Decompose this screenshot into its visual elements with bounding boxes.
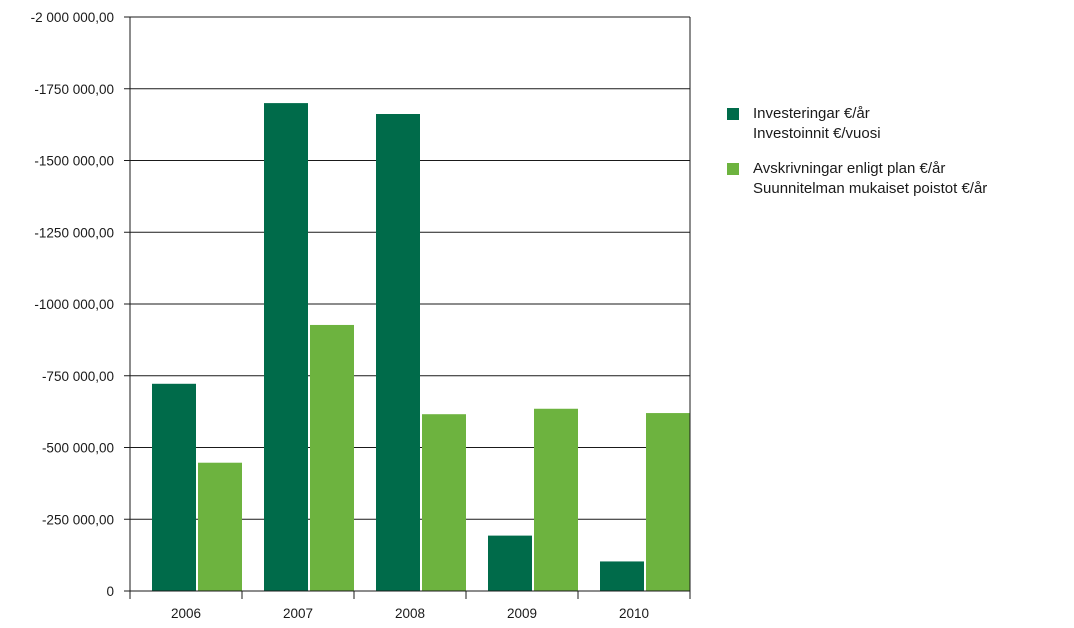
- y-tick-label: -250 000,00: [42, 512, 114, 527]
- bar-investments-2010: [600, 561, 644, 591]
- y-tick-labels: 0 -250 000,00 -500 000,00 -750 000,00 -1000 …: [31, 10, 114, 599]
- legend-swatch-depreciation: [727, 163, 739, 175]
- bar-investments-2006: [152, 383, 196, 591]
- x-tick-label: 2006: [171, 606, 201, 621]
- bar-depreciation-2007: [310, 324, 354, 591]
- legend-label-depreciation-fi: Suunnitelman mukaiset poistot €/år: [753, 180, 988, 197]
- y-tick-label: 0: [106, 584, 114, 599]
- y-tick-label: -500 000,00: [42, 441, 114, 456]
- x-tick-labels: 2006 2007 2008 2009 2010: [171, 606, 649, 621]
- x-tick-label: 2008: [395, 606, 425, 621]
- y-tick-label: -2 000 000,00: [31, 10, 114, 25]
- y-tick-label: -1750 000,00: [34, 82, 114, 97]
- legend-label-depreciation-sv: Avskrivningar enligt plan €/år: [753, 160, 946, 177]
- bars: [152, 103, 690, 592]
- y-tick-label: -750 000,00: [42, 369, 114, 384]
- bar-depreciation-2010: [646, 413, 690, 591]
- bar-investments-2009: [488, 535, 532, 591]
- legend-item-investments: Investeringar €/år Investoinnit €/vuosi: [727, 104, 987, 144]
- y-tick-label: -1000 000,00: [34, 297, 114, 312]
- legend-label-investments-sv: Investeringar €/år: [753, 105, 870, 122]
- bar-depreciation-2008: [422, 414, 466, 591]
- x-tick-label: 2009: [507, 606, 537, 621]
- y-tick-label: -1250 000,00: [34, 225, 114, 240]
- bar-depreciation-2009: [534, 408, 578, 591]
- legend: Investeringar €/år Investoinnit €/vuosi …: [727, 104, 987, 214]
- legend-swatch-investments: [727, 108, 739, 120]
- bar-investments-2007: [264, 103, 308, 591]
- axes: [124, 16, 691, 599]
- legend-item-depreciation: Avskrivningar enligt plan €/år Suunnitel…: [727, 159, 987, 199]
- bar-investments-2008: [376, 114, 420, 592]
- x-tick-label: 2010: [619, 606, 649, 621]
- y-tick-label: -1500 000,00: [34, 154, 114, 169]
- x-tick-label: 2007: [283, 606, 313, 621]
- bar-depreciation-2006: [198, 462, 242, 591]
- legend-label-investments-fi: Investoinnit €/vuosi: [753, 125, 881, 142]
